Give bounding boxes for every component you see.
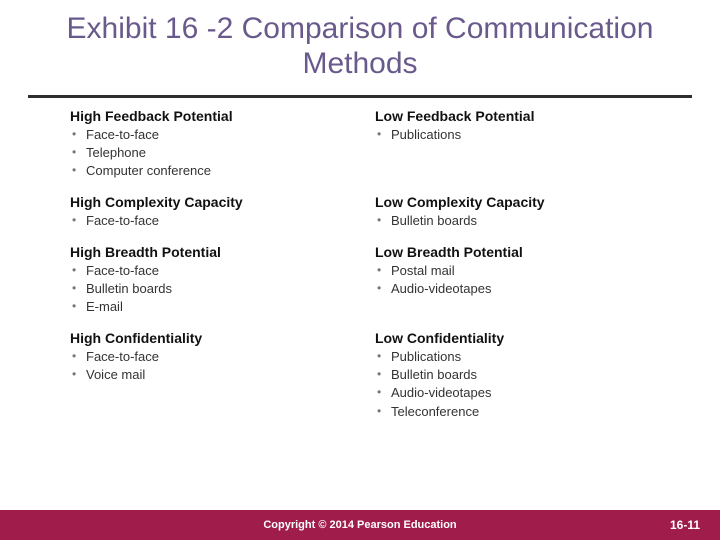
section-heading: Low Complexity Capacity [375,194,660,210]
list-item: Postal mail [377,262,660,280]
list-item: Audio-videotapes [377,384,660,402]
section: High Confidentiality Face-to-faceVoice ma… [70,330,355,428]
section-list: Face-to-faceVoice mail [70,348,355,384]
slide-title: Exhibit 16 -2 Comparison of Communicatio… [40,12,680,81]
page-number: 16-11 [670,518,700,532]
section-list: Bulletin boards [375,212,660,230]
section: High Feedback Potential Face-to-faceTelep… [70,108,355,188]
copyright-text: Copyright © 2014 Pearson Education [263,519,456,531]
list-item: E-mail [72,298,355,316]
list-item: Teleconference [377,403,660,421]
list-item: Face-to-face [72,212,355,230]
list-item: Computer conference [72,162,355,180]
section-list: Publications [375,126,660,144]
section: Low Feedback Potential Publications [375,108,660,188]
section-heading: High Feedback Potential [70,108,355,124]
section-heading: Low Confidentiality [375,330,660,346]
list-item: Face-to-face [72,348,355,366]
list-item: Bulletin boards [377,366,660,384]
footer-bar: Copyright © 2014 Pearson Education 16-11 [0,510,720,540]
list-item: Face-to-face [72,262,355,280]
content-area: High Feedback PotentialFace-to-faceTelep… [0,108,720,434]
section-heading: Low Breadth Potential [375,244,660,260]
section: Low Complexity Capacity Bulletin boards [375,194,660,238]
list-item: Publications [377,126,660,144]
section-list: PublicationsBulletin boardsAudio-videota… [375,348,660,421]
section-list: Postal mailAudio-videotapes [375,262,660,298]
section-heading: Low Feedback Potential [375,108,660,124]
list-item: Publications [377,348,660,366]
list-item: Audio-videotapes [377,280,660,298]
section: Low Breadth Potential Postal mailAudio-vi… [375,244,660,324]
section-heading: High Complexity Capacity [70,194,355,210]
title-rule [28,95,692,98]
list-item: Bulletin boards [377,212,660,230]
section-list: Face-to-face [70,212,355,230]
list-item: Face-to-face [72,126,355,144]
section-heading: High Confidentiality [70,330,355,346]
list-item: Bulletin boards [72,280,355,298]
list-item: Voice mail [72,366,355,384]
section: Low Confidentiality PublicationsBulletin … [375,330,660,428]
list-item: Telephone [72,144,355,162]
section: High Breadth Potential Face-to-faceBullet… [70,244,355,324]
section-heading: High Breadth Potential [70,244,355,260]
section-list: Face-to-faceBulletin boardsE-mail [70,262,355,317]
left-column: High Feedback PotentialFace-to-faceTelep… [70,108,355,434]
section-list: Face-to-faceTelephoneComputer conference [70,126,355,181]
section: High Complexity Capacity Face-to-face [70,194,355,238]
right-column: Low Feedback PotentialPublicationsLow Co… [355,108,660,434]
